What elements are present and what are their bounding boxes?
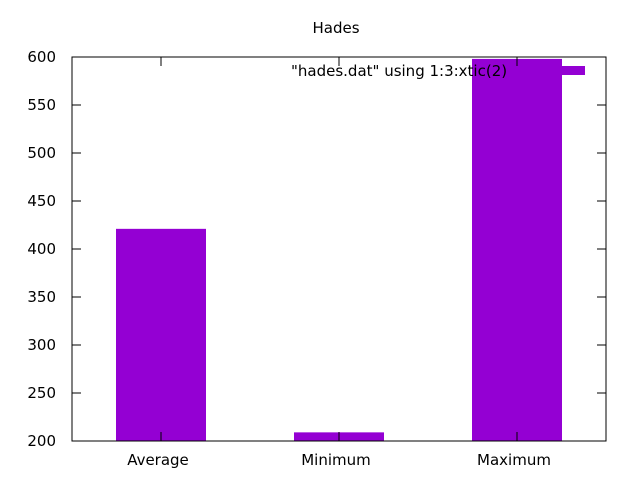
chart-title: Hades	[312, 19, 359, 37]
x-tick-label: Average	[127, 451, 189, 469]
y-tick-label: 250	[27, 384, 56, 402]
x-tick-label: Maximum	[477, 451, 551, 469]
legend: "hades.dat" using 1:3:xtic(2)	[291, 62, 585, 80]
y-tick-label: 450	[27, 192, 56, 210]
bar-average	[116, 228, 206, 441]
y-tick-label: 200	[27, 432, 56, 450]
y-tick-label: 300	[27, 336, 56, 354]
x-axis: Average Minimum Maximum	[127, 57, 551, 469]
y-tick-label: 350	[27, 288, 56, 306]
y-tick-label: 600	[27, 48, 56, 66]
legend-label: "hades.dat" using 1:3:xtic(2)	[291, 62, 507, 80]
bars	[116, 58, 562, 442]
bar-maximum	[472, 58, 562, 442]
plot-frame	[71, 56, 607, 442]
y-tick-label: 550	[27, 96, 56, 114]
legend-swatch	[561, 66, 585, 75]
y-tick-label: 500	[27, 144, 56, 162]
x-tick-label: Minimum	[301, 451, 371, 469]
y-tick-label: 400	[27, 240, 56, 258]
y-axis: 200 250 300 350 400 450 500 550 600	[27, 48, 606, 450]
